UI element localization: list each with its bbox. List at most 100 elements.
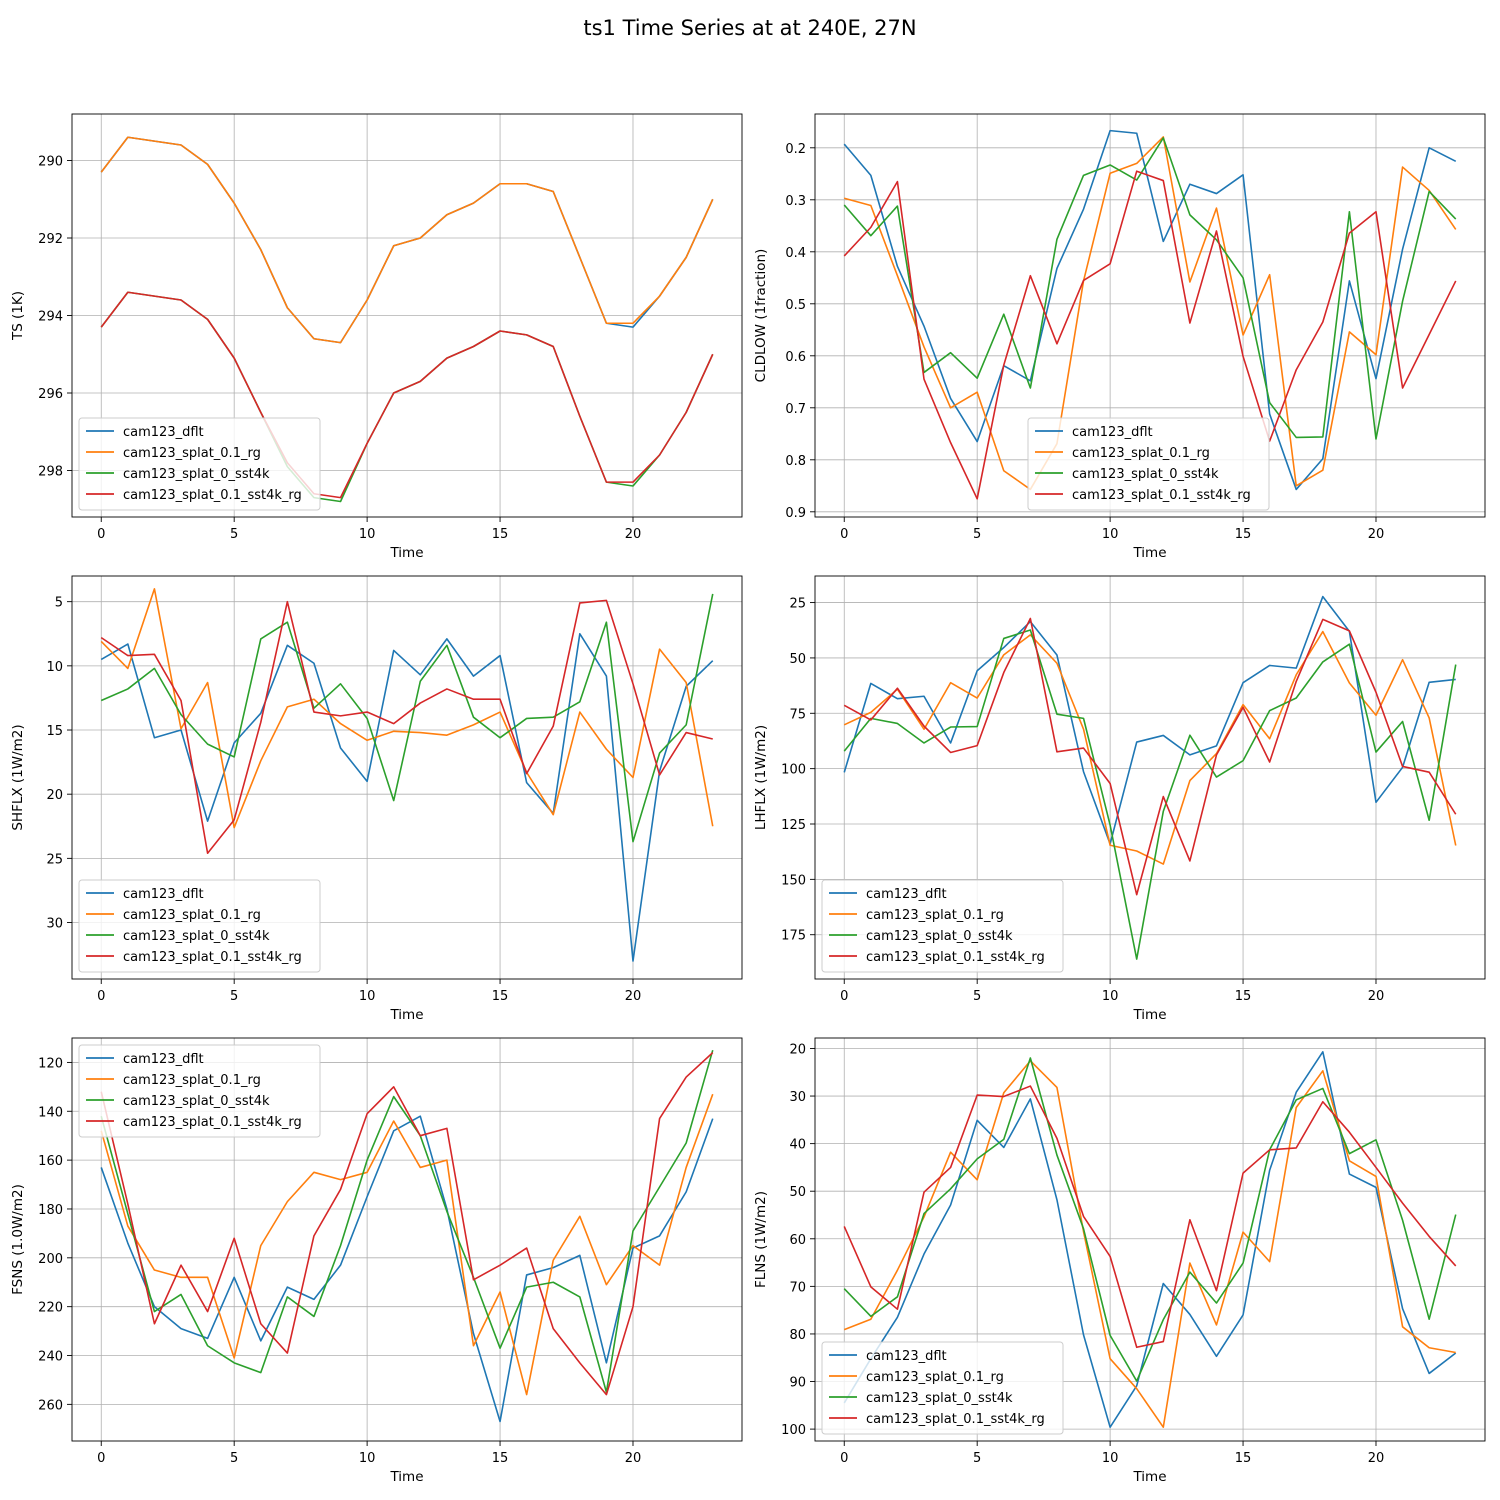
- x-tick-label: 0: [97, 527, 105, 542]
- y-tick-label: 70: [789, 1280, 806, 1295]
- legend-label: cam123_splat_0_sst4k: [866, 1391, 1013, 1406]
- x-tick-label: 10: [359, 989, 376, 1004]
- y-tick-label: 5: [55, 596, 63, 611]
- series-line-cam123_dflt: [100, 1115, 714, 1423]
- x-tick-label: 10: [1102, 527, 1119, 542]
- y-tick-label: 0.5: [785, 298, 806, 313]
- chart-panel-4: 0 5 10 15 20 120 140 160 180 200 220 240 260 Time FSNS…: [10, 1037, 743, 1485]
- series-line-cam123_splat_0_sst4k: [843, 629, 1457, 960]
- x-tick-label: 15: [492, 989, 509, 1004]
- x-tick-label: 5: [973, 989, 981, 1004]
- y-tick-label: 120: [38, 1056, 63, 1071]
- y-tick-label: 50: [789, 652, 806, 667]
- y-tick-label: 160: [38, 1154, 63, 1169]
- x-axis-label: Time: [389, 1469, 423, 1485]
- x-axis-label: Time: [389, 545, 423, 561]
- series-line-cam123_splat_0-1_sst4k_rg: [843, 1085, 1457, 1349]
- legend-label: cam123_splat_0.1_sst4k_rg: [123, 950, 302, 965]
- x-tick-label: 15: [1235, 1451, 1252, 1466]
- legend-label: cam123_splat_0.1_sst4k_rg: [866, 950, 1045, 965]
- chart-panel-2: 0 5 10 15 20 5 10 15 20 25 30 Time SHFLX (1W/m2) cam1…: [10, 575, 743, 1023]
- y-tick-label: 0.8: [785, 454, 806, 469]
- series-line-cam123_splat_0_sst4k: [843, 1057, 1457, 1382]
- legend-label: cam123_dflt: [866, 887, 947, 902]
- y-tick-label: 90: [789, 1376, 806, 1391]
- x-tick-label: 0: [97, 1451, 105, 1466]
- y-tick-label: 75: [789, 707, 806, 722]
- y-axis-label: CLDLOW (1fraction): [753, 249, 769, 383]
- x-tick-label: 10: [359, 1451, 376, 1466]
- y-tick-label: 20: [789, 1042, 806, 1057]
- figure-title: ts1 Time Series at at 240E, 27N: [583, 16, 917, 40]
- series-line-cam123_dflt: [100, 136, 714, 344]
- y-tick-label: 200: [38, 1252, 63, 1267]
- legend-label: cam123_splat_0.1_rg: [1072, 446, 1210, 461]
- series-line-cam123_splat_0_sst4k: [843, 137, 1457, 440]
- y-tick-label: 150: [781, 873, 806, 888]
- series-line-cam123_dflt: [843, 129, 1457, 491]
- legend-label: cam123_splat_0_sst4k: [123, 1094, 270, 1109]
- y-tick-label: 30: [46, 917, 63, 932]
- x-tick-label: 15: [1235, 527, 1252, 542]
- series-line-cam123_splat_0-1_sst4k_rg: [100, 599, 713, 855]
- x-tick-label: 20: [625, 989, 642, 1004]
- legend-label: cam123_dflt: [123, 1052, 204, 1067]
- y-tick-label: 125: [781, 818, 806, 833]
- legend: cam123_dflt cam123_splat_0.1_rg cam123_spl…: [821, 1341, 1064, 1435]
- y-tick-label: 0.4: [785, 246, 806, 261]
- series-line-cam123_splat_0_sst4k: [100, 593, 714, 843]
- legend-label: cam123_splat_0.1_rg: [123, 1073, 261, 1088]
- x-tick-label: 0: [840, 989, 848, 1004]
- x-tick-label: 20: [625, 1451, 642, 1466]
- y-tick-label: 292: [38, 232, 63, 247]
- x-tick-label: 10: [359, 527, 376, 542]
- y-tick-label: 100: [781, 1423, 806, 1438]
- y-tick-label: 0.7: [785, 402, 806, 417]
- series-line-cam123_dflt: [100, 632, 714, 962]
- y-tick-label: 294: [38, 310, 63, 325]
- y-tick-label: 10: [46, 660, 63, 675]
- x-tick-label: 20: [1368, 1451, 1385, 1466]
- series-line-cam123_splat_0-1_sst4k_rg: [843, 170, 1457, 500]
- axes-frame: [71, 575, 743, 980]
- legend: cam123_dflt cam123_splat_0.1_rg cam123_spl…: [78, 417, 321, 511]
- y-tick-label: 0.2: [785, 142, 806, 157]
- y-tick-label: 260: [38, 1398, 63, 1413]
- y-tick-label: 60: [789, 1233, 806, 1248]
- x-tick-label: 15: [492, 1451, 509, 1466]
- legend-box: [821, 879, 1064, 973]
- legend-label: cam123_dflt: [123, 887, 204, 902]
- y-tick-label: 25: [789, 597, 806, 612]
- y-tick-label: 0.3: [785, 194, 806, 209]
- series-line-cam123_splat_0-1_rg: [843, 630, 1457, 865]
- chart-panel-3: 0 5 10 15 20 25 50 75 100 125 150 175 Time LHFLX (1W/…: [753, 575, 1486, 1023]
- legend: cam123_dflt cam123_splat_0.1_rg cam123_spl…: [1027, 417, 1270, 511]
- x-tick-label: 5: [973, 527, 981, 542]
- series-line-cam123_splat_0-1_rg: [100, 588, 714, 829]
- y-tick-label: 15: [46, 724, 63, 739]
- y-tick-label: 100: [781, 763, 806, 778]
- series-line-cam123_splat_0-1_sst4k_rg: [100, 1052, 714, 1396]
- series-line-cam123_splat_0-1_sst4k_rg: [100, 291, 714, 499]
- y-tick-label: 290: [38, 155, 63, 170]
- y-tick-label: 30: [789, 1090, 806, 1105]
- legend-box: [78, 1044, 321, 1138]
- x-tick-label: 20: [1368, 527, 1385, 542]
- y-tick-label: 175: [781, 929, 806, 944]
- legend-label: cam123_splat_0.1_rg: [123, 446, 261, 461]
- legend-label: cam123_splat_0.1_sst4k_rg: [866, 1412, 1045, 1427]
- x-axis-label: Time: [1132, 1007, 1166, 1023]
- series-line-cam123_dflt: [843, 1051, 1457, 1428]
- legend: cam123_dflt cam123_splat_0.1_rg cam123_spl…: [78, 1044, 321, 1138]
- y-axis-label: FLNS (1W/m2): [753, 1191, 769, 1288]
- legend-label: cam123_splat_0.1_rg: [866, 908, 1004, 923]
- legend-label: cam123_splat_0_sst4k: [1072, 467, 1219, 482]
- y-tick-label: 140: [38, 1105, 63, 1120]
- series-line-cam123_splat_0-1_sst4k_rg: [843, 617, 1457, 896]
- y-axis-label: TS (1K): [10, 291, 26, 341]
- legend-label: cam123_dflt: [866, 1349, 947, 1364]
- y-tick-label: 50: [789, 1185, 806, 1200]
- x-tick-label: 5: [230, 1451, 238, 1466]
